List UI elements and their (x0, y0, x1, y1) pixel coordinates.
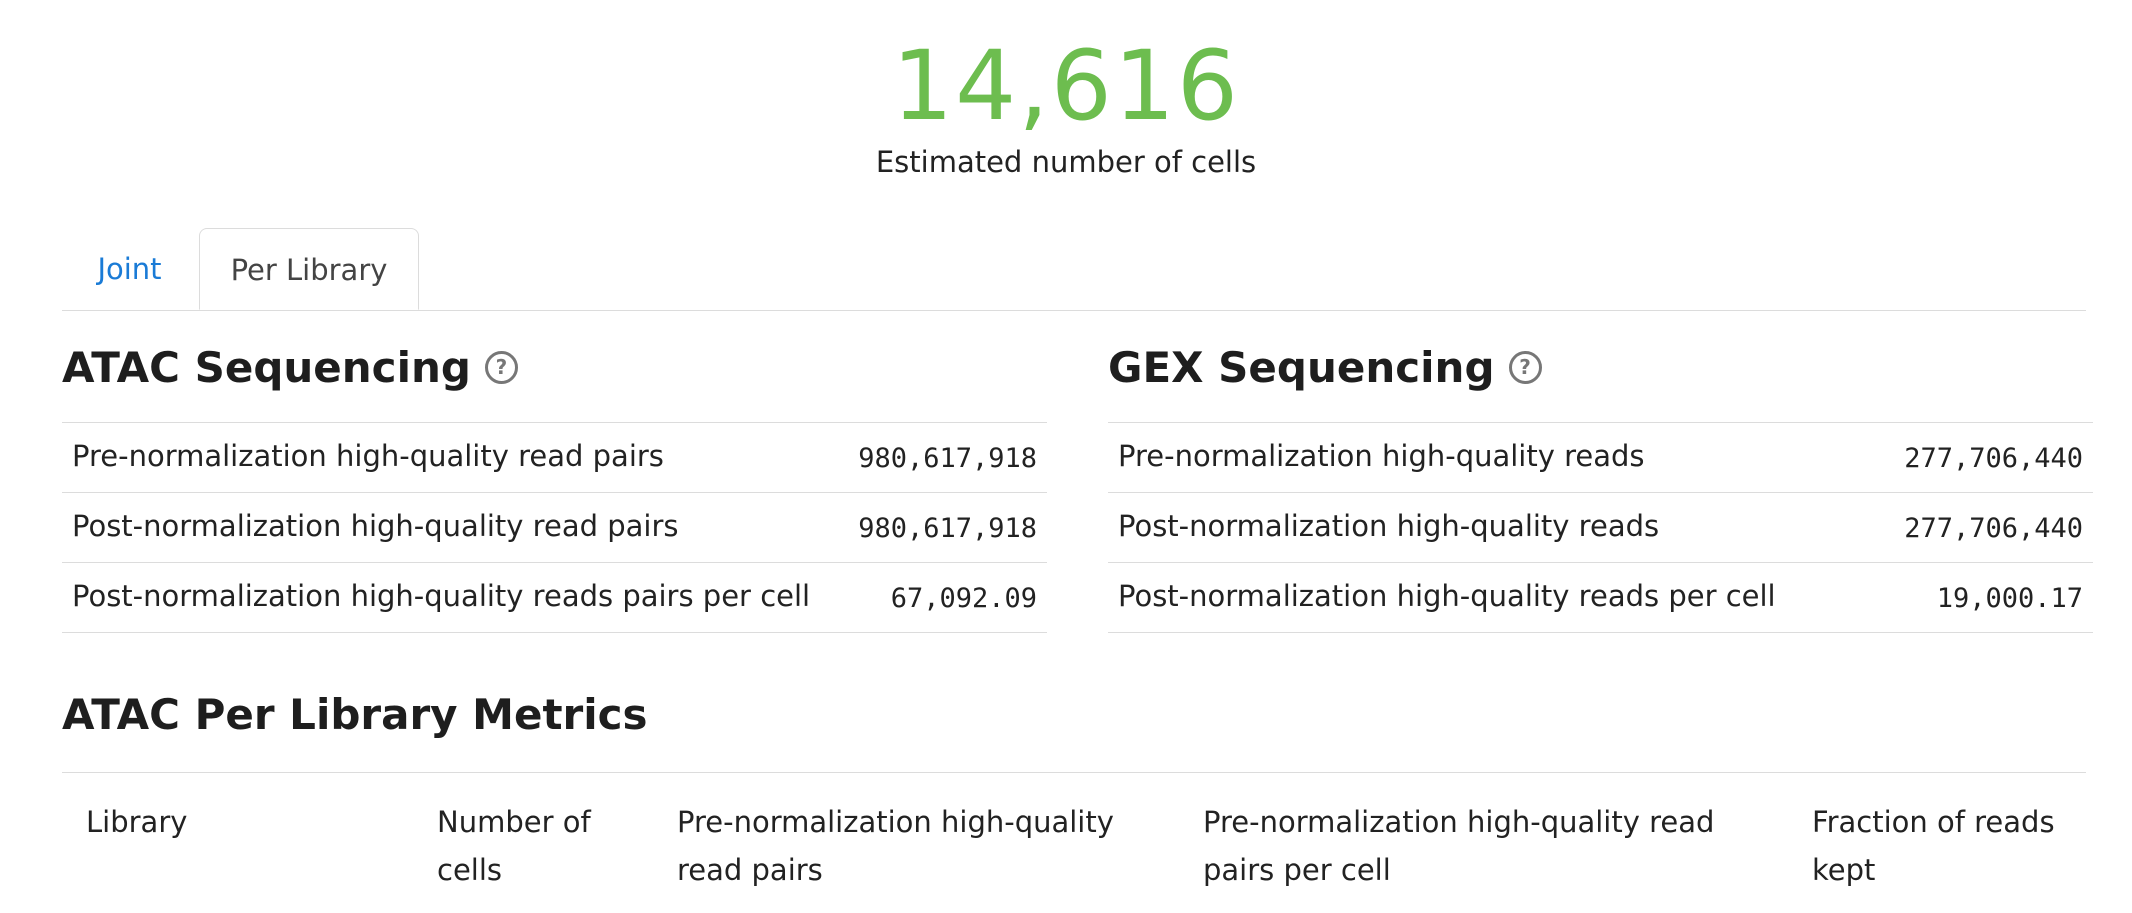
per-library-table-header: Library Number of cells Pre-normalizatio… (62, 772, 2086, 913)
metric-value: 277,706,440 (1904, 513, 2083, 544)
atac-sequencing-title: ATAC Sequencing (62, 343, 471, 392)
column-header-number-of-cells[interactable]: Number of cells (437, 805, 591, 887)
view-tabs: Joint Per Library (62, 228, 2086, 311)
atac-per-library-title: ATAC Per Library Metrics (62, 690, 648, 739)
atac-sequencing-heading: ATAC Sequencing? (62, 338, 518, 398)
column-header-read-pairs-per-cell[interactable]: Pre-normalization high-quality read pair… (1203, 805, 1715, 887)
tab-joint[interactable]: Joint (97, 252, 162, 286)
column-header-pre-normalization-read-pairs[interactable]: Pre-normalization high-quality read pair… (677, 805, 1114, 887)
metric-label: Post-normalization high-quality reads pa… (72, 579, 811, 613)
estimated-cells-value: 14,616 (892, 30, 1240, 142)
question-circle-icon[interactable]: ? (1508, 351, 1542, 384)
estimated-cells-label: Estimated number of cells (875, 145, 1257, 179)
metric-label: Post-normalization high-quality reads pe… (1118, 579, 1776, 613)
question-circle-icon[interactable]: ? (484, 351, 518, 384)
table-row: Post-normalization high-quality reads pe… (1108, 563, 2093, 633)
metric-value: 980,617,918 (858, 443, 1037, 474)
metric-label: Pre-normalization high-quality read pair… (72, 439, 664, 473)
column-header-fraction-of-reads-kept[interactable]: Fraction of reads kept (1812, 805, 2055, 887)
table-row: Pre-normalization high-quality read pair… (62, 423, 1047, 493)
metric-label: Post-normalization high-quality read pai… (72, 509, 679, 543)
gex-sequencing-heading: GEX Sequencing? (1108, 338, 1542, 398)
metric-label: Post-normalization high-quality reads (1118, 509, 1660, 543)
tab-per-library[interactable]: Per Library (199, 228, 419, 310)
metric-value: 277,706,440 (1904, 443, 2083, 474)
gex-sequencing-title: GEX Sequencing (1108, 343, 1495, 392)
table-row: Pre-normalization high-quality reads 277… (1108, 423, 2093, 493)
metric-value: 67,092.09 (890, 583, 1037, 614)
table-row: Post-normalization high-quality reads pa… (62, 563, 1047, 633)
atac-sequencing-table: Pre-normalization high-quality read pair… (62, 422, 1047, 633)
estimated-cells-summary: 14,616 Estimated number of cells (0, 30, 2132, 182)
gex-sequencing-table: Pre-normalization high-quality reads 277… (1108, 422, 2093, 633)
metric-label: Pre-normalization high-quality reads (1118, 439, 1645, 473)
table-row: Post-normalization high-quality reads 27… (1108, 493, 2093, 563)
column-header-library[interactable]: Library (86, 805, 188, 839)
table-row: Post-normalization high-quality read pai… (62, 493, 1047, 563)
metric-value: 980,617,918 (858, 513, 1037, 544)
metric-value: 19,000.17 (1936, 583, 2083, 614)
